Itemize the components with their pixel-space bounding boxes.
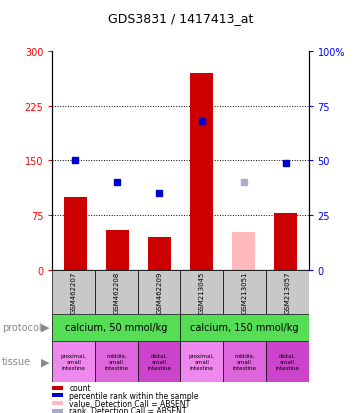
Text: GSM462209: GSM462209 — [156, 271, 162, 313]
Text: GDS3831 / 1417413_at: GDS3831 / 1417413_at — [108, 12, 253, 25]
Text: calcium, 50 mmol/kg: calcium, 50 mmol/kg — [65, 322, 168, 332]
Bar — [95, 341, 138, 382]
Text: distal,
small
intestine: distal, small intestine — [147, 353, 171, 370]
Text: calcium, 150 mmol/kg: calcium, 150 mmol/kg — [190, 322, 299, 332]
Text: value, Detection Call = ABSENT: value, Detection Call = ABSENT — [69, 399, 191, 408]
Text: ▶: ▶ — [41, 356, 49, 366]
Text: rank, Detection Call = ABSENT: rank, Detection Call = ABSENT — [69, 406, 187, 413]
Text: protocol: protocol — [2, 322, 42, 332]
Bar — [180, 341, 223, 382]
Bar — [180, 314, 309, 341]
Text: middle,
small
intestine: middle, small intestine — [232, 353, 257, 370]
Text: count: count — [69, 383, 91, 392]
Text: proximal,
small
intestine: proximal, small intestine — [61, 353, 87, 370]
Bar — [52, 314, 180, 341]
Bar — [52, 271, 95, 314]
Bar — [52, 393, 63, 397]
Text: ▶: ▶ — [41, 322, 49, 332]
Text: proximal,
small
intestine: proximal, small intestine — [189, 353, 215, 370]
Bar — [64, 197, 87, 271]
Bar — [138, 341, 180, 382]
Text: middle,
small
intestine: middle, small intestine — [104, 353, 129, 370]
Bar — [274, 214, 297, 271]
Text: percentile rank within the sample: percentile rank within the sample — [69, 391, 199, 400]
Bar — [223, 271, 266, 314]
Bar — [180, 271, 223, 314]
Text: distal,
small
intestine: distal, small intestine — [275, 353, 299, 370]
Bar — [266, 341, 309, 382]
Bar — [52, 409, 63, 413]
Bar — [148, 238, 171, 271]
Bar — [138, 271, 180, 314]
Bar — [223, 341, 266, 382]
Text: GSM213057: GSM213057 — [284, 271, 290, 313]
Bar — [106, 230, 129, 271]
Bar — [95, 271, 138, 314]
Bar — [52, 386, 63, 389]
Text: GSM462207: GSM462207 — [71, 271, 77, 313]
Text: GSM213045: GSM213045 — [199, 271, 205, 313]
Text: GSM462208: GSM462208 — [113, 271, 119, 313]
Text: tissue: tissue — [2, 356, 31, 366]
Bar — [52, 341, 95, 382]
Bar — [190, 74, 213, 271]
Bar — [232, 233, 255, 271]
Bar — [266, 271, 309, 314]
Text: GSM213051: GSM213051 — [242, 271, 248, 313]
Bar — [52, 401, 63, 405]
